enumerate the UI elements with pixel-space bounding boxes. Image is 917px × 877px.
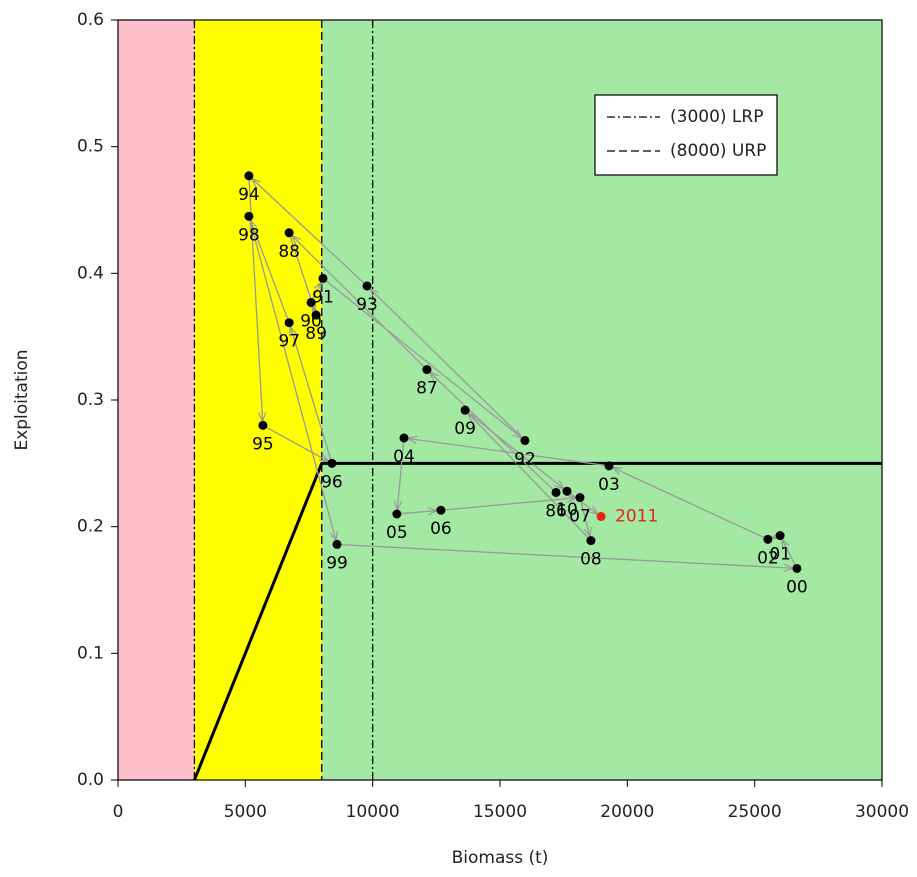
y-tick-label: 0.1 — [77, 643, 104, 663]
y-tick-label: 0.5 — [77, 137, 104, 157]
x-tick-label: 30000 — [855, 802, 909, 822]
point — [244, 171, 254, 181]
point-label: 95 — [252, 434, 274, 454]
point-label: 98 — [238, 225, 260, 245]
point-label: 10 — [556, 500, 578, 520]
trajectory-arrow — [444, 498, 576, 511]
trajectory-arrow — [340, 543, 793, 569]
trajectory-arrow — [782, 539, 796, 566]
point — [332, 539, 342, 549]
point-label: 96 — [321, 472, 343, 492]
point — [318, 273, 328, 283]
point — [575, 493, 585, 503]
point-label: 07 — [569, 507, 591, 527]
trajectory-arrow — [772, 537, 777, 538]
trajectory-arrow — [252, 179, 365, 284]
point-label: 02 — [757, 548, 779, 568]
legend-box — [594, 94, 778, 176]
y-tick-label: 0.6 — [77, 10, 104, 30]
y-tick-label: 0.3 — [77, 390, 104, 410]
trajectory-arrow — [266, 426, 328, 461]
point-label: 93 — [356, 295, 378, 315]
trajectory-arrow — [400, 511, 437, 514]
point — [399, 433, 409, 443]
trajectory-arrow — [569, 493, 598, 515]
trajectory-arrow — [397, 441, 405, 510]
point — [604, 461, 614, 471]
trajectory-arrow — [311, 306, 315, 311]
point — [436, 505, 446, 515]
point-label: 01 — [769, 545, 791, 565]
zone — [118, 20, 195, 780]
point — [392, 509, 402, 519]
point-label: 87 — [416, 379, 438, 399]
point — [244, 211, 254, 221]
point-label: 04 — [393, 447, 415, 467]
trajectory-arrow — [250, 220, 289, 320]
trajectory-arrow — [467, 412, 564, 489]
point-label: 91 — [312, 287, 334, 307]
y-axis-title: Exploitation — [12, 349, 32, 450]
point-label: 99 — [326, 553, 348, 573]
point-label: 06 — [430, 519, 452, 539]
trajectory-arrow — [580, 501, 590, 536]
y-tick-label: 0.0 — [77, 770, 104, 790]
x-tick-label: 5000 — [224, 802, 267, 822]
trajectory-arrow — [613, 468, 765, 539]
point — [284, 318, 294, 328]
trajectory-arrow — [370, 289, 523, 439]
point-label: 03 — [598, 475, 620, 495]
point — [596, 512, 606, 522]
y-tick-label: 0.4 — [77, 263, 104, 283]
point — [520, 436, 530, 446]
point-label: 94 — [238, 185, 260, 205]
point-label: 88 — [278, 242, 300, 262]
point-label: 09 — [454, 419, 476, 439]
x-tick-label: 10000 — [346, 802, 400, 822]
point — [284, 228, 294, 238]
point-label: 90 — [300, 311, 322, 331]
point — [311, 310, 321, 320]
x-tick-label: 25000 — [728, 802, 782, 822]
point — [775, 531, 785, 541]
point-label: 08 — [580, 550, 602, 570]
legend-label: (3000) LRP — [670, 107, 763, 127]
point — [258, 420, 268, 430]
point — [362, 281, 372, 291]
point-label: 05 — [386, 523, 408, 543]
point — [327, 458, 337, 468]
point — [306, 297, 316, 307]
trajectory-arrow — [292, 236, 425, 368]
point — [763, 534, 773, 544]
point — [792, 563, 802, 573]
point-label: 97 — [278, 332, 300, 352]
point — [551, 487, 561, 497]
point — [562, 486, 572, 496]
x-tick-label: 15000 — [473, 802, 527, 822]
point-label: 92 — [514, 450, 536, 470]
y-tick-label: 0.2 — [77, 517, 104, 537]
legend-label: (8000) URP — [670, 141, 766, 161]
zone — [194, 20, 322, 780]
trajectory-arrow — [468, 413, 589, 539]
point-label: 00 — [786, 577, 808, 597]
trajectory-arrow — [249, 220, 336, 540]
trajectory-arrow — [312, 282, 321, 300]
trajectory-arrow — [290, 327, 332, 460]
x-axis-title: Biomass (t) — [452, 848, 549, 868]
point-label: 2011 — [615, 507, 658, 527]
point-label: 86 — [545, 501, 567, 521]
point-label: 89 — [305, 324, 327, 344]
trajectory-arrow — [408, 439, 606, 466]
trajectory-arrow — [325, 280, 522, 438]
control-rule — [193, 461, 882, 781]
point — [422, 365, 432, 375]
point — [586, 536, 596, 546]
point — [460, 405, 470, 415]
x-tick-label: 20000 — [600, 802, 654, 822]
x-tick-label: 0 — [113, 802, 124, 822]
